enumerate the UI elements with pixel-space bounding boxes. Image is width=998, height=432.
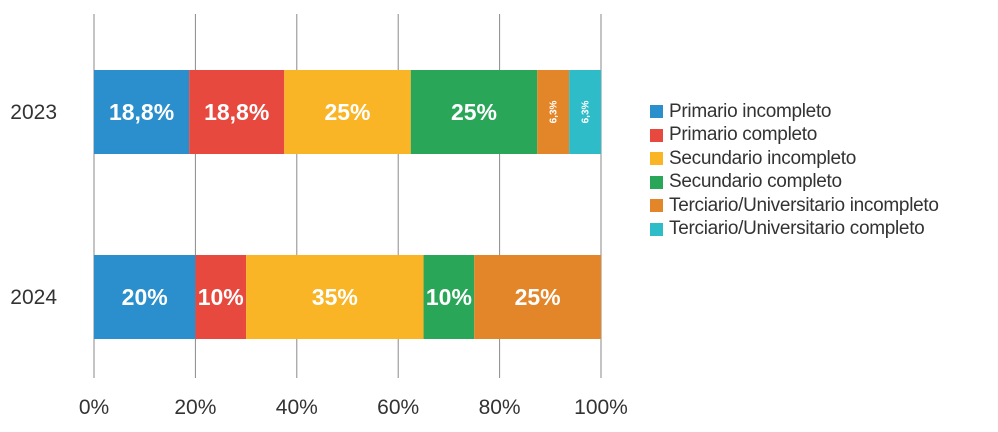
bar-segment xyxy=(537,70,570,154)
legend-label: Secundario completo xyxy=(669,171,842,193)
legend-label: Terciario/Universitario incompleto xyxy=(669,194,939,216)
legend-item: Primario incompleto xyxy=(650,100,939,124)
bar-segment xyxy=(474,255,601,339)
legend-label: Primario incompleto xyxy=(669,100,832,122)
bar-segment xyxy=(284,70,411,154)
legend: Primario incompleto Primario completo Secu… xyxy=(650,100,939,241)
legend-item: Terciario/Universitario completo xyxy=(650,218,939,242)
bar-segment xyxy=(195,255,247,339)
legend-swatch xyxy=(650,175,663,189)
data-label: 18,8% xyxy=(109,99,174,125)
data-label: 20% xyxy=(122,284,168,310)
data-label: 25% xyxy=(324,99,370,125)
legend-swatch xyxy=(650,128,663,142)
bar-segment xyxy=(423,255,475,339)
bar-segment xyxy=(94,70,190,154)
data-label: 6,3% xyxy=(549,100,560,123)
legend-swatch xyxy=(650,222,663,236)
legend-swatch xyxy=(650,152,663,166)
y-category-label: 2023 xyxy=(10,101,57,124)
legend-label: Secundario incompleto xyxy=(669,147,856,169)
x-tick-label: 40% xyxy=(276,396,318,419)
data-label: 10% xyxy=(198,284,244,310)
x-tick-label: 60% xyxy=(377,396,419,419)
bar-segment xyxy=(569,70,601,154)
data-label: 6,3% xyxy=(581,100,592,123)
x-tick-label: 80% xyxy=(479,396,521,419)
legend-item: Primario completo xyxy=(650,124,939,148)
legend-item: Secundario completo xyxy=(650,171,939,195)
data-label: 25% xyxy=(515,284,561,310)
legend-swatch xyxy=(650,105,663,119)
data-label: 35% xyxy=(312,284,358,310)
data-label: 25% xyxy=(451,99,497,125)
bar-segment xyxy=(189,70,285,154)
x-tick-label: 0% xyxy=(79,396,109,419)
x-tick-label: 20% xyxy=(174,396,216,419)
bar-segment xyxy=(410,70,538,154)
data-label: 10% xyxy=(426,284,472,310)
legend-item: Secundario incompleto xyxy=(650,147,939,171)
data-label: 18,8% xyxy=(204,99,269,125)
legend-label: Primario completo xyxy=(669,124,818,146)
legend-label: Terciario/Universitario completo xyxy=(669,218,925,240)
y-category-label: 2024 xyxy=(10,286,57,309)
bar-segment xyxy=(246,255,424,339)
legend-item: Terciario/Universitario incompleto xyxy=(650,194,939,218)
bar-segment xyxy=(94,255,196,339)
legend-swatch xyxy=(650,199,663,213)
x-tick-label: 100% xyxy=(574,396,628,419)
